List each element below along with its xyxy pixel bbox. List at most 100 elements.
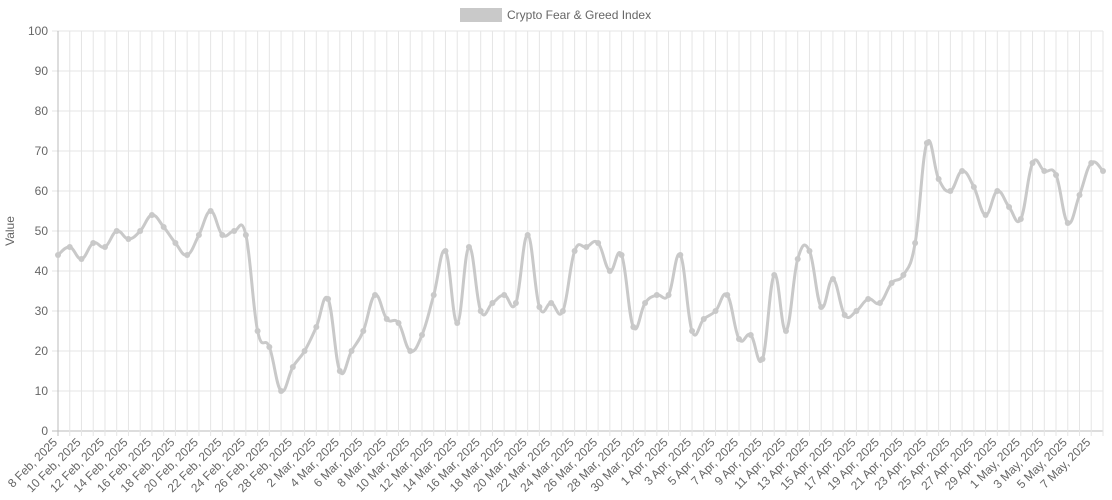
data-point (418, 332, 425, 338)
data-point (113, 228, 120, 234)
data-point (865, 296, 872, 302)
data-point (665, 292, 672, 298)
data-point (512, 300, 519, 306)
data-point (148, 212, 155, 218)
y-axis-label: Value (3, 216, 17, 246)
data-point (125, 236, 132, 242)
data-point (372, 292, 379, 298)
y-tick-label: 70 (35, 144, 49, 158)
data-point (595, 240, 602, 246)
data-point (383, 316, 390, 322)
data-point (55, 252, 61, 258)
data-point (771, 272, 778, 278)
data-point (489, 300, 496, 306)
legend-swatch (460, 8, 502, 22)
y-tick-label: 50 (35, 224, 49, 238)
data-point (1029, 160, 1036, 166)
data-point (231, 228, 238, 234)
data-point (465, 244, 472, 250)
data-point (195, 232, 202, 238)
data-point (1076, 192, 1083, 198)
data-point (348, 348, 355, 354)
data-point (278, 388, 285, 394)
data-point (184, 252, 191, 258)
y-tick-label: 90 (35, 64, 49, 78)
data-point (395, 320, 402, 326)
data-point (970, 184, 977, 190)
series-line (57, 138, 1105, 393)
y-tick-label: 10 (35, 384, 49, 398)
data-point (994, 188, 1001, 194)
data-point (794, 256, 801, 262)
data-point (559, 308, 566, 314)
data-point (1088, 160, 1095, 166)
data-point (442, 248, 449, 254)
data-point (301, 348, 308, 354)
data-point (1041, 168, 1048, 174)
y-tick-label: 60 (35, 184, 49, 198)
data-point (959, 168, 966, 174)
data-point (630, 324, 637, 330)
data-point (160, 224, 167, 230)
y-tick-label: 20 (35, 344, 49, 358)
y-tick-label: 30 (35, 304, 49, 318)
data-point (912, 240, 919, 246)
data-point (583, 244, 590, 250)
data-point (829, 276, 836, 282)
data-point (336, 368, 343, 374)
data-point (536, 304, 543, 310)
data-point (1100, 168, 1106, 174)
data-point (712, 308, 719, 314)
data-point (818, 304, 825, 310)
data-point (782, 328, 789, 334)
data-point (266, 344, 273, 350)
data-point (935, 176, 942, 182)
data-point (90, 240, 97, 246)
data-point (841, 312, 848, 318)
data-point (724, 292, 731, 298)
y-tick-label: 40 (35, 264, 49, 278)
data-point (1053, 172, 1060, 178)
data-point (101, 244, 108, 250)
data-point (736, 336, 743, 342)
data-point (1006, 204, 1013, 210)
data-point (524, 232, 531, 238)
data-point (888, 280, 895, 286)
data-point (78, 256, 85, 262)
data-point (1017, 216, 1024, 222)
data-point (571, 248, 578, 254)
data-point (360, 328, 367, 334)
data-point (923, 140, 930, 146)
legend-label: Crypto Fear & Greed Index (507, 8, 651, 22)
data-point (477, 308, 484, 314)
data-point (806, 248, 813, 254)
data-point (642, 300, 649, 306)
y-tick-label: 80 (35, 104, 49, 118)
data-point (853, 308, 860, 314)
data-point (677, 252, 684, 258)
data-point (66, 244, 73, 250)
data-point (689, 328, 696, 334)
data-point (242, 232, 249, 238)
data-point (219, 232, 226, 238)
data-point (289, 364, 296, 370)
data-point (982, 212, 989, 218)
data-point (325, 296, 332, 302)
data-point (207, 208, 214, 214)
y-tick-label: 0 (41, 424, 48, 438)
data-point (548, 300, 555, 306)
data-point (1064, 220, 1071, 226)
data-point (747, 332, 754, 338)
data-point (172, 240, 179, 246)
y-tick-label: 100 (28, 24, 48, 38)
data-point (700, 316, 707, 322)
data-point (454, 320, 461, 326)
data-point (407, 348, 414, 354)
data-point (137, 228, 144, 234)
data-point (900, 272, 907, 278)
data-point (501, 292, 508, 298)
data-point (876, 300, 883, 306)
data-point (618, 252, 625, 258)
data-point (430, 292, 437, 298)
